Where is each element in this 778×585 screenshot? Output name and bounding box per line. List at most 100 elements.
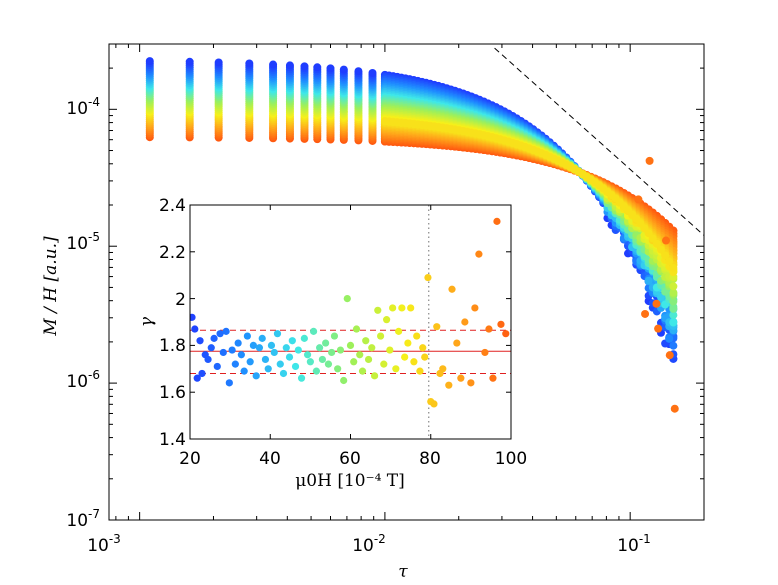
inset-data-point [264,365,272,373]
inset-data-point [404,339,412,347]
inset-data-point [489,374,497,382]
inset-data-point [461,318,469,326]
inset-data-point [312,367,320,375]
inset-data-point [237,351,245,359]
inset-data-point [300,334,308,342]
main-data-point [656,245,665,254]
inset-data-point [213,362,221,371]
inset-data-point [364,355,373,364]
inset-data-point [309,327,318,335]
main-x-tick-label: 10-1 [617,532,651,556]
main-data-point [300,62,309,71]
inset-data-point [407,304,415,312]
inset-data-point [255,344,264,352]
main-data-point [245,59,254,68]
inset-data-point [410,358,418,366]
inset-data-point [261,355,270,364]
inset-data-point [219,348,227,357]
inset-data-point [306,358,314,366]
main-data-point [669,311,678,320]
main-data-point [652,239,661,248]
inset-data-point [352,325,361,333]
inset-data-point [358,367,367,375]
inset-data-point [324,360,333,368]
inset-x-tick-label: 100 [495,449,527,469]
main-y-tick-label: 10-5 [66,230,100,254]
main-data-point [669,263,678,272]
inset-data-point [288,337,296,345]
inset-y-tick-label: 1.8 [159,336,186,356]
main-data-point [354,67,363,76]
main-data-point [661,251,670,260]
inset-data-point [350,358,358,366]
inset-data-point [303,351,312,359]
main-data-point [654,324,663,333]
inset-data-point [389,304,397,312]
inset-data-point [413,332,421,340]
inset-data-point [453,339,461,347]
inset-data-point [231,360,239,368]
inset-data-point [419,344,427,352]
main-data-point [185,57,194,66]
inset-y-axis-label: γ [137,316,157,327]
inset-data-point [267,341,276,349]
inset-data-point [273,330,282,338]
main-data-point [648,234,657,243]
inset-data-point [481,348,489,357]
inset-data-point [457,374,465,382]
inset-data-point [285,353,294,361]
inset-data-point [398,304,406,312]
main-data-point [339,65,348,74]
main-data-point [269,60,278,69]
inset-data-point [276,360,284,368]
inset-data-point [249,341,257,349]
inset-scatter-points [190,217,510,408]
main-data-point [669,297,678,306]
inset-data-point [475,250,483,258]
inset-data-point [191,325,199,333]
main-x-tick-label: 10-2 [352,532,386,556]
inset-data-point [334,365,342,373]
inset-data-point [222,327,230,335]
inset-data-point [190,313,196,321]
inset-data-point [228,346,236,354]
main-data-point [669,341,678,350]
main-axes-frame [108,43,705,521]
inset-data-point [386,346,394,354]
inset-data-point [246,358,254,366]
inset-data-point [376,332,385,340]
inset-data-point [198,369,206,378]
inset-data-point [297,374,306,382]
main-tick-marks [109,44,705,521]
main-data-point [665,257,674,266]
inset-data-point [210,334,218,342]
inset-data-point [282,344,290,352]
inset-axes-background [190,205,511,439]
inset-data-point [467,379,475,387]
inset-data-point [343,295,351,303]
main-y-tick-label: 10-7 [66,507,100,531]
inset-data-point [330,332,339,340]
inset-data-point [493,217,501,225]
inset-data-point [291,362,300,371]
inset-data-point [439,365,447,373]
main-data-point [669,282,678,291]
main-data-point [665,334,674,343]
inset-data-point [258,334,266,342]
inset-data-point [328,348,336,357]
inset-data-point [346,341,355,349]
main-data-point [634,195,643,204]
inset-data-point [196,337,204,345]
inset-data-point [279,369,288,378]
main-x-axis-label: τ [398,562,408,582]
inset-data-point [370,372,379,380]
inset-x-axis-label: μ0H [10⁻⁴ T] [295,471,405,491]
main-data-point [145,57,154,66]
main-data-point [669,318,678,327]
main-data-point [670,404,679,413]
main-data-point [641,309,650,318]
inset-y-tick-label: 2 [175,290,186,310]
inset-data-point [430,400,438,408]
inset-x-tick-label: 80 [419,449,441,469]
inset-data-point [383,316,391,324]
